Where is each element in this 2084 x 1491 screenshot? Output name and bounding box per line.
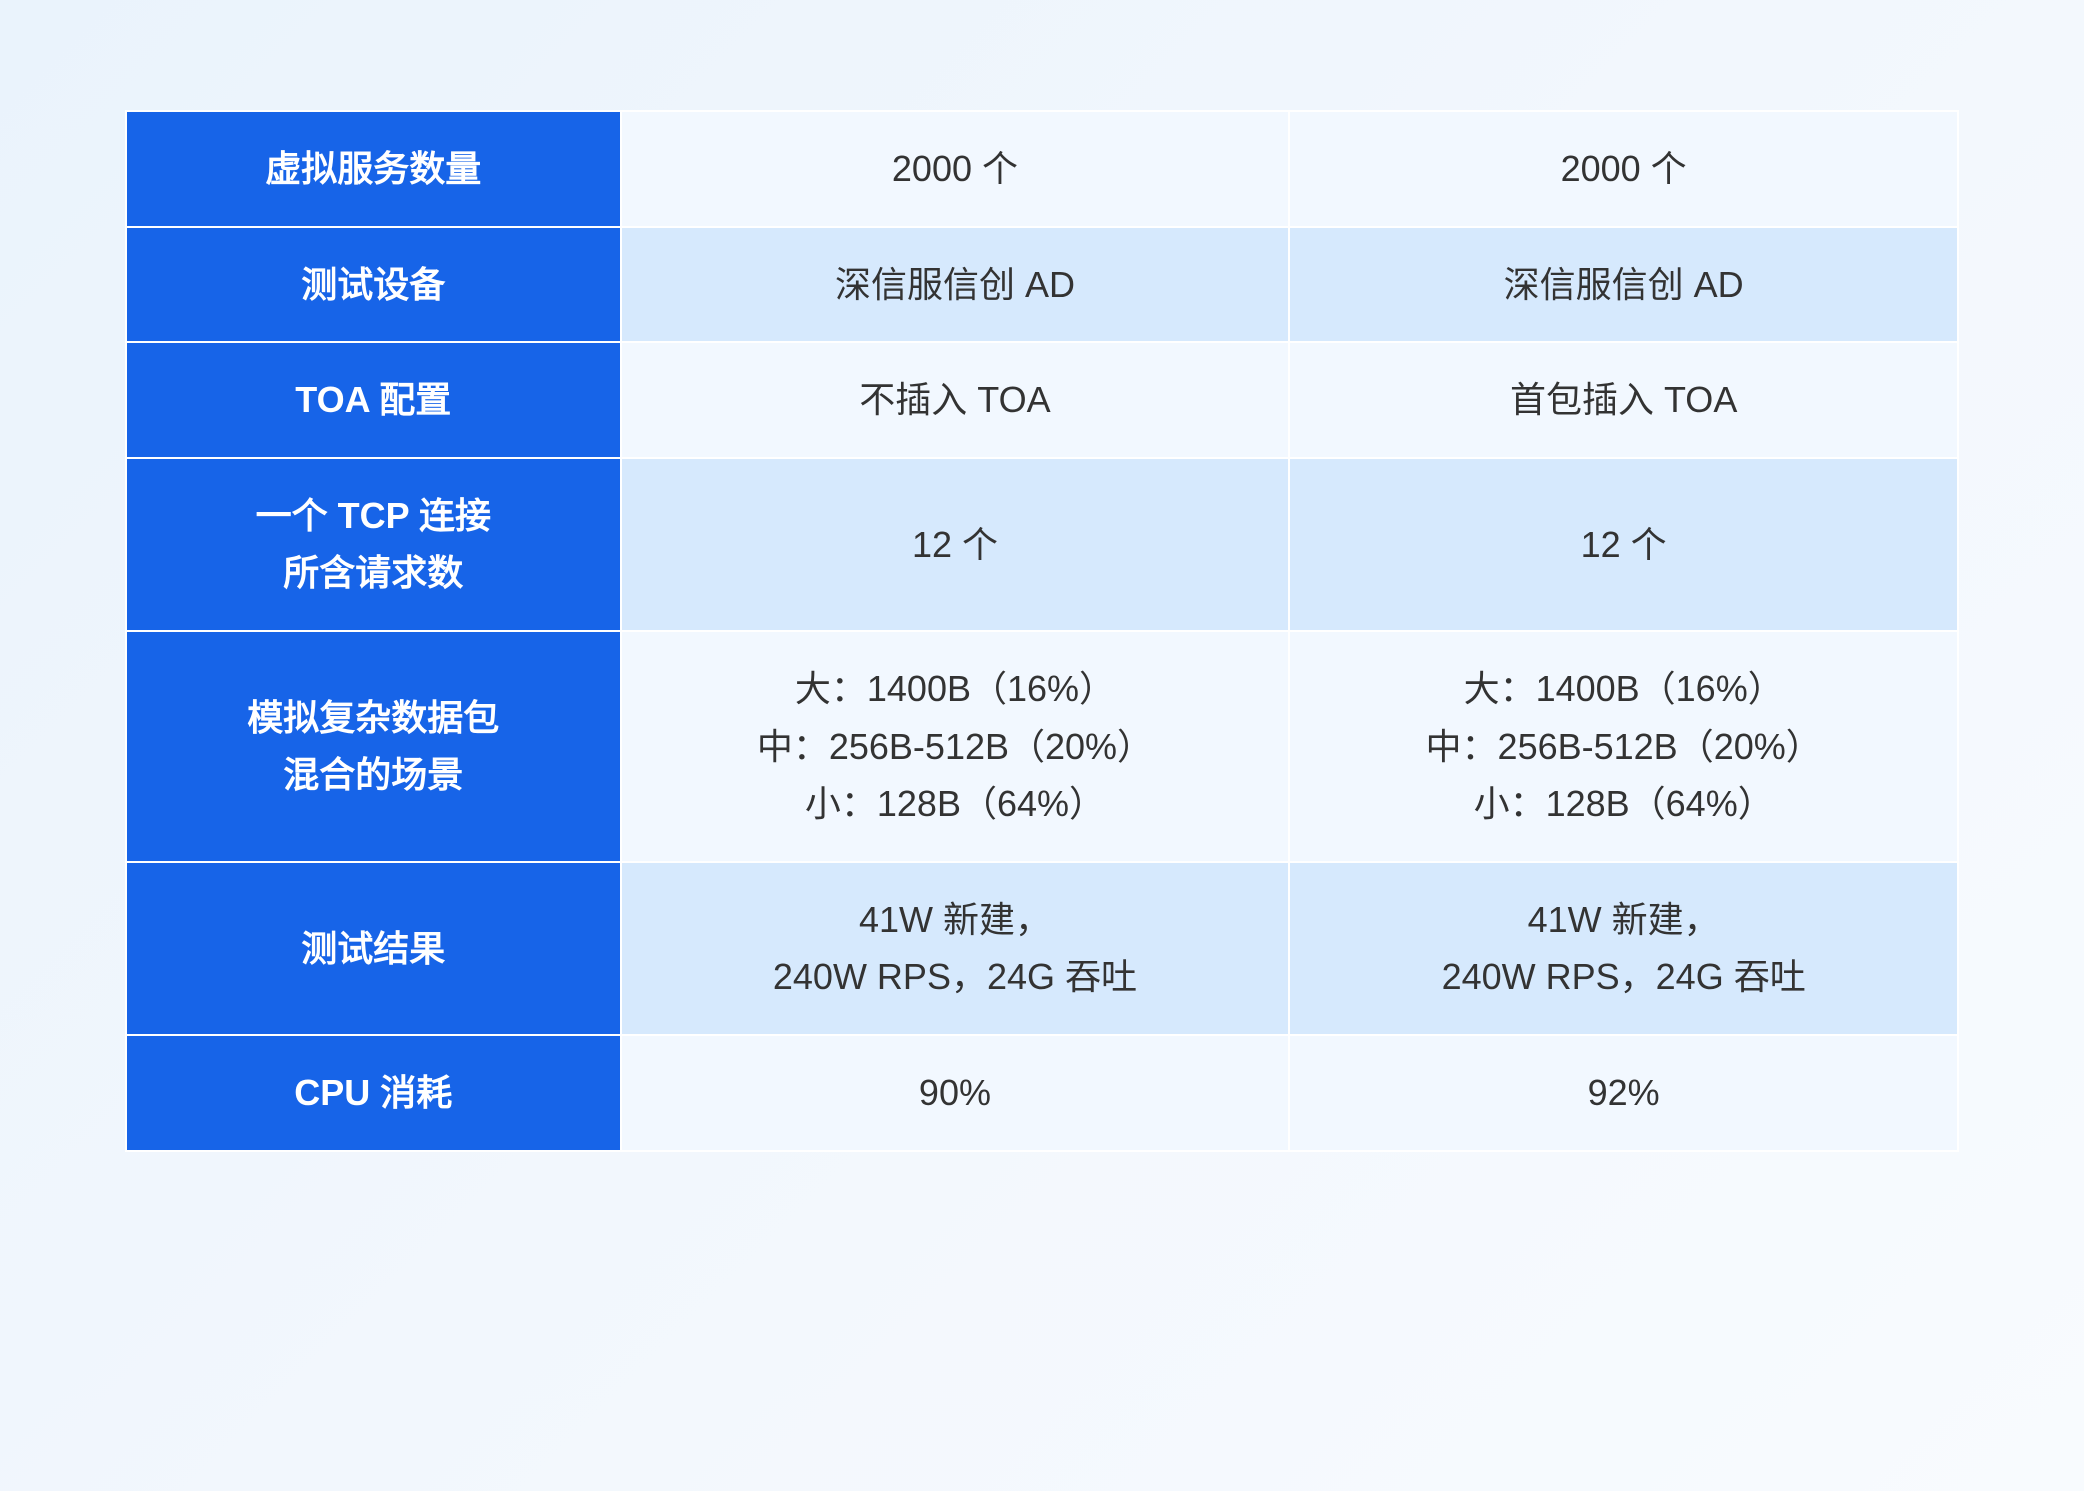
comparison-table: 虚拟服务数量 2000 个 2000 个 测试设备 深信服信创 AD 深信服信创…: [125, 110, 1959, 1152]
cell-col2: 92%: [1289, 1035, 1958, 1151]
table-row: 测试设备 深信服信创 AD 深信服信创 AD: [126, 227, 1958, 343]
row-label: 测试设备: [126, 227, 621, 343]
table-row: CPU 消耗 90% 92%: [126, 1035, 1958, 1151]
cell-col1: 90%: [621, 1035, 1290, 1151]
cell-col1: 不插入 TOA: [621, 342, 1290, 458]
table-row: TOA 配置 不插入 TOA 首包插入 TOA: [126, 342, 1958, 458]
cell-col1: 深信服信创 AD: [621, 227, 1290, 343]
cell-col2: 41W 新建， 240W RPS，24G 吞吐: [1289, 862, 1958, 1035]
row-label: TOA 配置: [126, 342, 621, 458]
cell-col1: 41W 新建， 240W RPS，24G 吞吐: [621, 862, 1290, 1035]
row-label: 模拟复杂数据包 混合的场景: [126, 631, 621, 862]
row-label: CPU 消耗: [126, 1035, 621, 1151]
cell-col1: 12 个: [621, 458, 1290, 631]
cell-col2: 大：1400B（16%） 中：256B-512B（20%） 小：128B（64%…: [1289, 631, 1958, 862]
cell-col2: 深信服信创 AD: [1289, 227, 1958, 343]
table-row: 模拟复杂数据包 混合的场景 大：1400B（16%） 中：256B-512B（2…: [126, 631, 1958, 862]
row-label: 测试结果: [126, 862, 621, 1035]
cell-col2: 首包插入 TOA: [1289, 342, 1958, 458]
row-label: 一个 TCP 连接 所含请求数: [126, 458, 621, 631]
row-label: 虚拟服务数量: [126, 111, 621, 227]
table-row: 测试结果 41W 新建， 240W RPS，24G 吞吐 41W 新建， 240…: [126, 862, 1958, 1035]
table-row: 虚拟服务数量 2000 个 2000 个: [126, 111, 1958, 227]
cell-col1: 大：1400B（16%） 中：256B-512B（20%） 小：128B（64%…: [621, 631, 1290, 862]
table-row: 一个 TCP 连接 所含请求数 12 个 12 个: [126, 458, 1958, 631]
cell-col2: 12 个: [1289, 458, 1958, 631]
cell-col1: 2000 个: [621, 111, 1290, 227]
cell-col2: 2000 个: [1289, 111, 1958, 227]
table-body: 虚拟服务数量 2000 个 2000 个 测试设备 深信服信创 AD 深信服信创…: [126, 111, 1958, 1151]
